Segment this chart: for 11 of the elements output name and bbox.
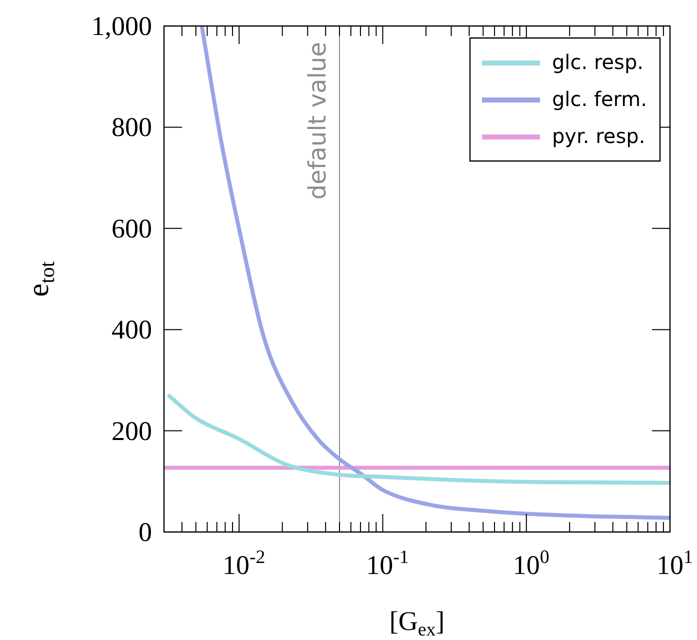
legend-label: glc. resp. xyxy=(552,50,644,74)
y-tick-label: 1,000 xyxy=(91,11,152,41)
ref-line-label: default value xyxy=(304,42,332,200)
y-tick-label: 400 xyxy=(112,314,152,345)
y-tick-label: 0 xyxy=(138,517,152,547)
y-tick-label: 600 xyxy=(112,213,152,244)
legend-label: glc. ferm. xyxy=(552,87,648,112)
legend-label: pyr. resp. xyxy=(552,124,646,148)
y-axis-title: etot xyxy=(22,261,59,297)
y-tick-label: 200 xyxy=(112,416,152,446)
y-tick-label: 800 xyxy=(112,112,152,142)
